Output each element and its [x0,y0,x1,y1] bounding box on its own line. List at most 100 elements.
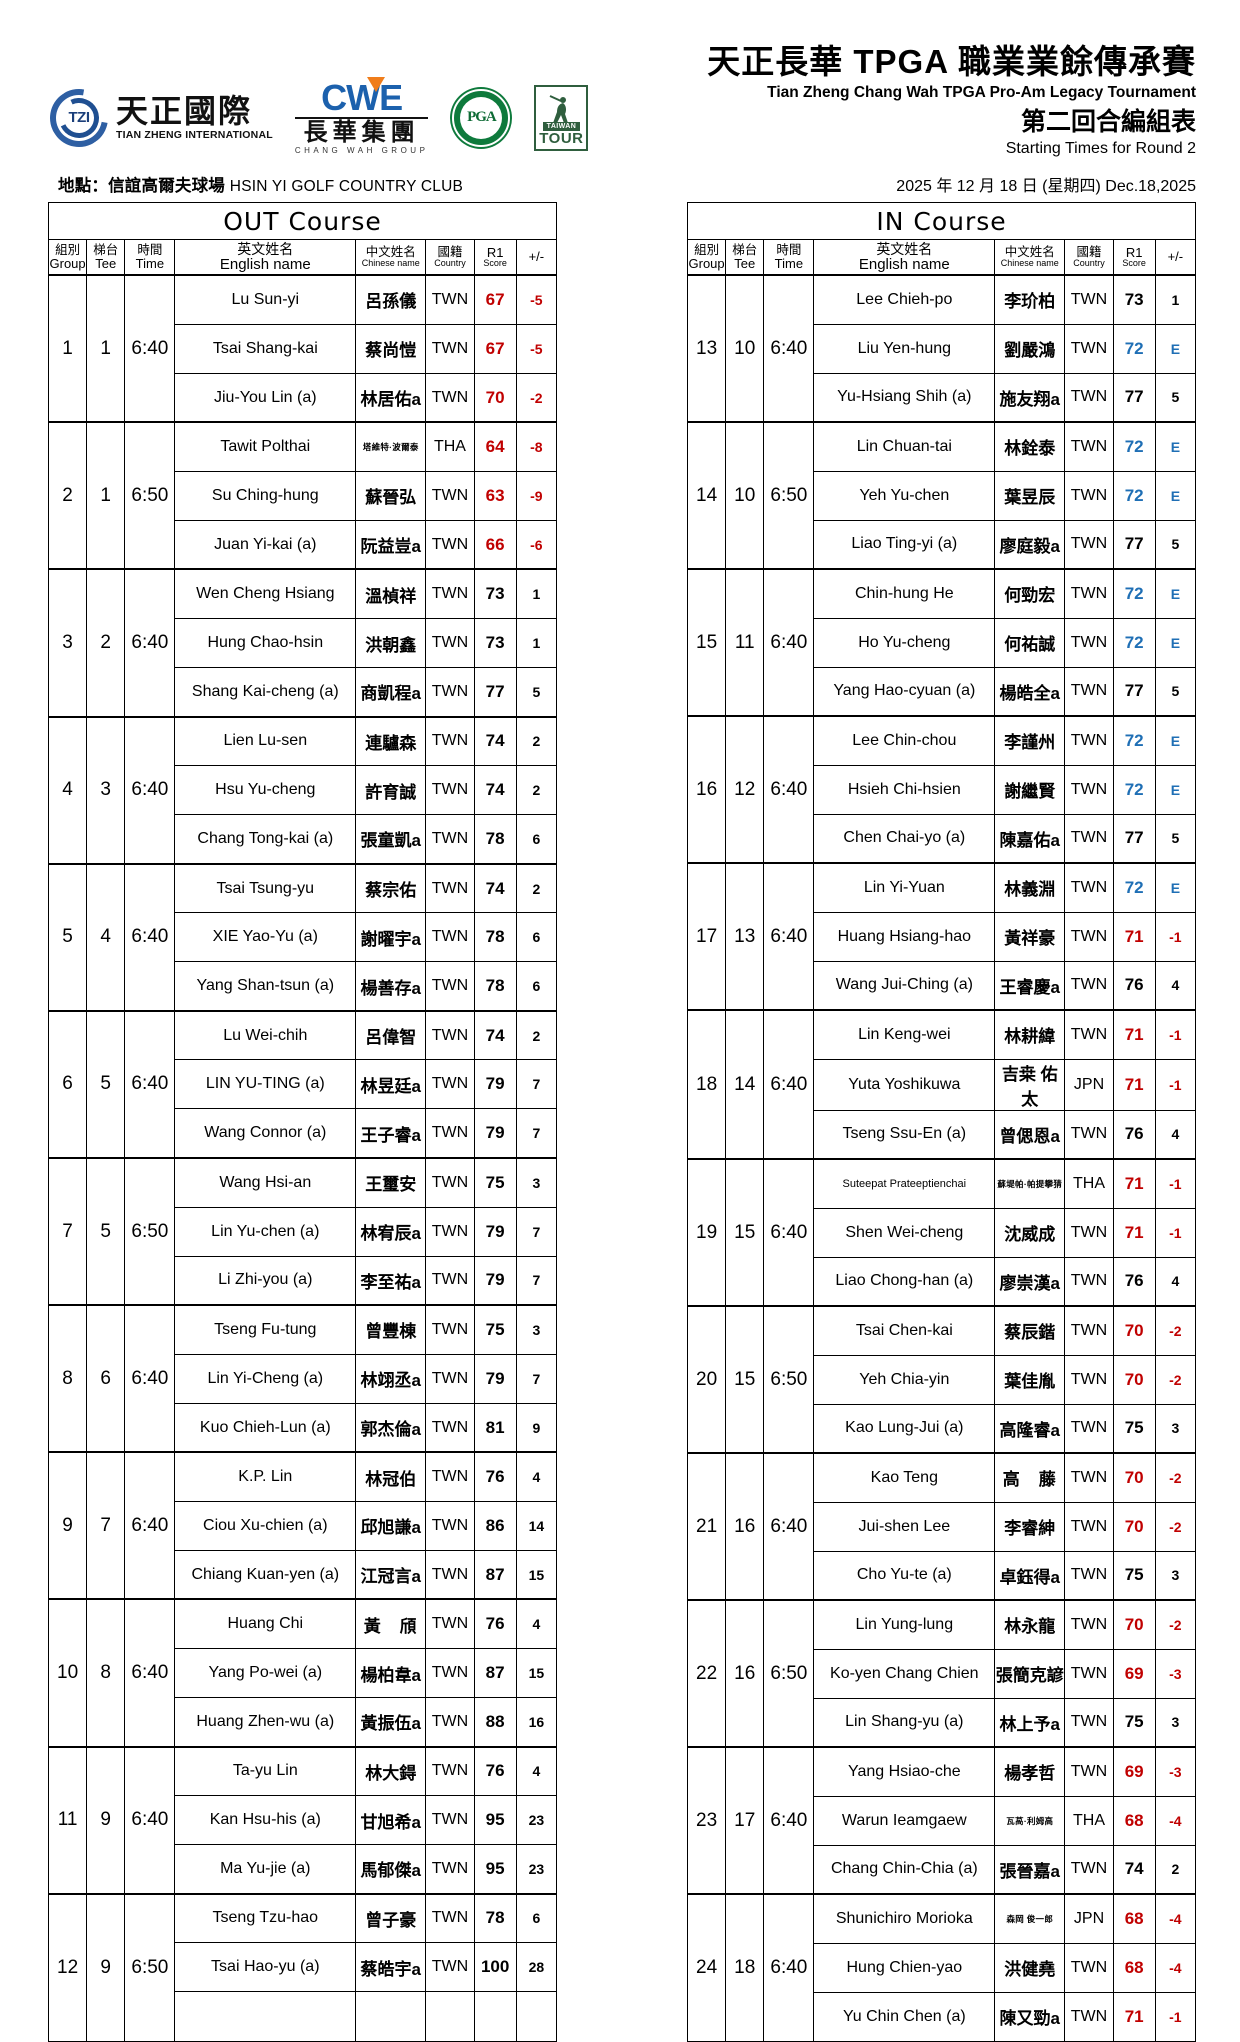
cell-score: 68 [1112,1893,1156,1944]
cell-chinese-name: 林上予a [994,1697,1066,1748]
cell-time: 6:40 [763,274,815,423]
cell-plus-minus: -5 [515,323,558,374]
cell-chinese-name: 卓鈺得a [994,1550,1066,1601]
cell-time: 6:40 [763,715,815,864]
cell-tee: 16 [725,1599,765,1748]
cell-chinese-name: 甘旭希a [355,1795,427,1846]
cell-english-name: Yuta Yoshikuwa [813,1058,996,1111]
cell-country: THA [1064,1158,1114,1209]
cell-tee: 16 [725,1452,765,1601]
cell-score: 68 [1112,1942,1156,1993]
cell-country: TWN [425,1697,475,1748]
cell-country: TWN [1064,911,1114,962]
cell-plus-minus: 2 [515,1009,558,1061]
cell-english-name [174,1991,357,2042]
cell-english-name: Kao Lung-Jui (a) [813,1403,996,1454]
cell-chinese-name: 曾子豪 [355,1892,427,1944]
cell-time: 6:40 [124,274,176,423]
cell-country: TWN [425,961,475,1012]
cell-english-name: Chin-hung He [813,568,996,619]
cell-plus-minus: 16 [515,1697,558,1748]
cell-plus-minus: E [1154,323,1197,374]
cell-country: TWN [1064,1207,1114,1258]
tian-zheng-logo: TZI 天正國際 TIAN ZHENG INTERNATIONAL [38,77,273,158]
cell-plus-minus: -1 [1154,1207,1197,1258]
cell-country: TWN [1064,1599,1114,1650]
cell-english-name: Tseng Fu-tung [174,1304,357,1355]
cell-english-name: Lin Yi-Cheng (a) [174,1353,357,1404]
cell-group: 7 [47,1157,88,1306]
table-row: 7 5 6:50 Wang Hsi-an 王璽安 TWN 75 3 [47,1157,558,1306]
cell-chinese-name: 邱旭謙a [355,1500,427,1551]
cell-score: 64 [473,421,517,472]
cell-tee: 10 [725,274,765,423]
cell-plus-minus: 14 [515,1500,558,1551]
cell-english-name: Jiu-You Lin (a) [174,372,357,423]
cell-country: TWN [425,1892,475,1944]
cell-country: THA [1064,1795,1114,1846]
cell-country: TWN [425,274,475,325]
page-header: TZI 天正國際 TIAN ZHENG INTERNATIONAL CWE 長華… [0,0,1240,158]
cell-chinese-name: 溫楨祥 [355,568,427,620]
cell-english-name: Yu Chin Chen (a) [813,1991,996,2042]
cell-plus-minus: 7 [515,1059,558,1110]
cell-chinese-name: 林永龍 [994,1599,1066,1650]
cell-chinese-name: 王子睿a [355,1108,427,1159]
cwe-letters: CWE [321,77,403,118]
cell-plus-minus: 7 [515,1353,558,1404]
cell-plus-minus: -2 [1154,1452,1197,1503]
cell-group: 4 [47,715,88,865]
cell-group: 21 [686,1452,727,1601]
cell-tee: 2 [86,568,126,718]
cell-plus-minus: 7 [515,1206,558,1257]
table-row: 8 6 6:40 Tseng Fu-tung 曾豐棟 TWN 75 3 [47,1304,558,1453]
cell-score: 71 [1112,911,1156,962]
cell-score: 75 [473,1157,517,1208]
cell-plus-minus: -2 [515,372,558,423]
cell-score: 75 [1112,1697,1156,1748]
cell-group: 10 [47,1598,88,1748]
cell-country: TWN [425,1844,475,1895]
table-row: Yeh Yu-chen 葉昱辰 TWN 72 E [688,470,1197,521]
cell-chinese-name: 郭杰倫a [355,1402,427,1453]
cell-english-name: Lin Shang-yu (a) [813,1697,996,1748]
cwe-english-name: CHANG WAH GROUP [294,146,429,155]
cell-plus-minus: -5 [515,274,558,325]
cell-plus-minus: 15 [515,1549,558,1600]
pairing-tables: OUT Course 組別 Group 梯台 Tee 時間 Time 英文姓名 Engl… [0,196,1240,2042]
table-row: 5 4 6:40 Tsai Tsung-yu 蔡宗佑 TWN 74 2 [47,862,558,1012]
cell-english-name: XIE Yao-Yu (a) [174,912,357,963]
cell-group: 16 [686,715,727,864]
cell-plus-minus: -1 [1154,1058,1197,1111]
cell-plus-minus: -3 [1154,1746,1197,1797]
cell-tee: 1 [86,421,126,570]
cell-english-name: Lee Chin-chou [813,715,996,766]
cell-english-name: Wen Cheng Hsiang [174,568,357,620]
cell-score: 71 [1112,1207,1156,1258]
cell-score: 72 [1112,470,1156,521]
cell-english-name: Lee Chieh-po [813,274,996,325]
cell-english-name: Wang Connor (a) [174,1108,357,1159]
cell-chinese-name: 張晉嘉a [994,1844,1066,1895]
in-header-row: 組別 Group 梯台 Tee 時間 Time 英文姓名 English name 中文… [686,239,1197,276]
cell-country: TWN [1064,1109,1114,1160]
cell-chinese-name: 林翊丞a [355,1353,427,1404]
cell-english-name: Lin Keng-wei [813,1009,996,1060]
cell-country: TWN [1064,1550,1114,1601]
table-row: Kao Lung-Jui (a) 高隆睿a TWN 75 3 [688,1403,1197,1454]
cell-country: TWN [425,372,475,423]
cell-plus-minus: -4 [1154,1795,1197,1846]
cell-plus-minus: 6 [515,1892,558,1944]
date-text: 2025 年 12 月 18 日 (星期四) Dec.18,2025 [896,178,1196,196]
cell-score: 72 [1112,862,1156,913]
cell-english-name: Liu Yen-hung [813,323,996,374]
cell-chinese-name: 呂孫儀 [355,274,427,325]
cell-plus-minus: -2 [1154,1305,1197,1356]
cell-chinese-name: 廖庭毅a [994,519,1066,570]
cell-tee: 11 [725,568,765,717]
cell-country: TWN [425,765,475,816]
cell-plus-minus: 3 [515,1157,558,1208]
cell-chinese-name: 洪朝鑫 [355,617,427,669]
cell-plus-minus: E [1154,617,1197,668]
cell-plus-minus: 9 [515,1402,558,1453]
